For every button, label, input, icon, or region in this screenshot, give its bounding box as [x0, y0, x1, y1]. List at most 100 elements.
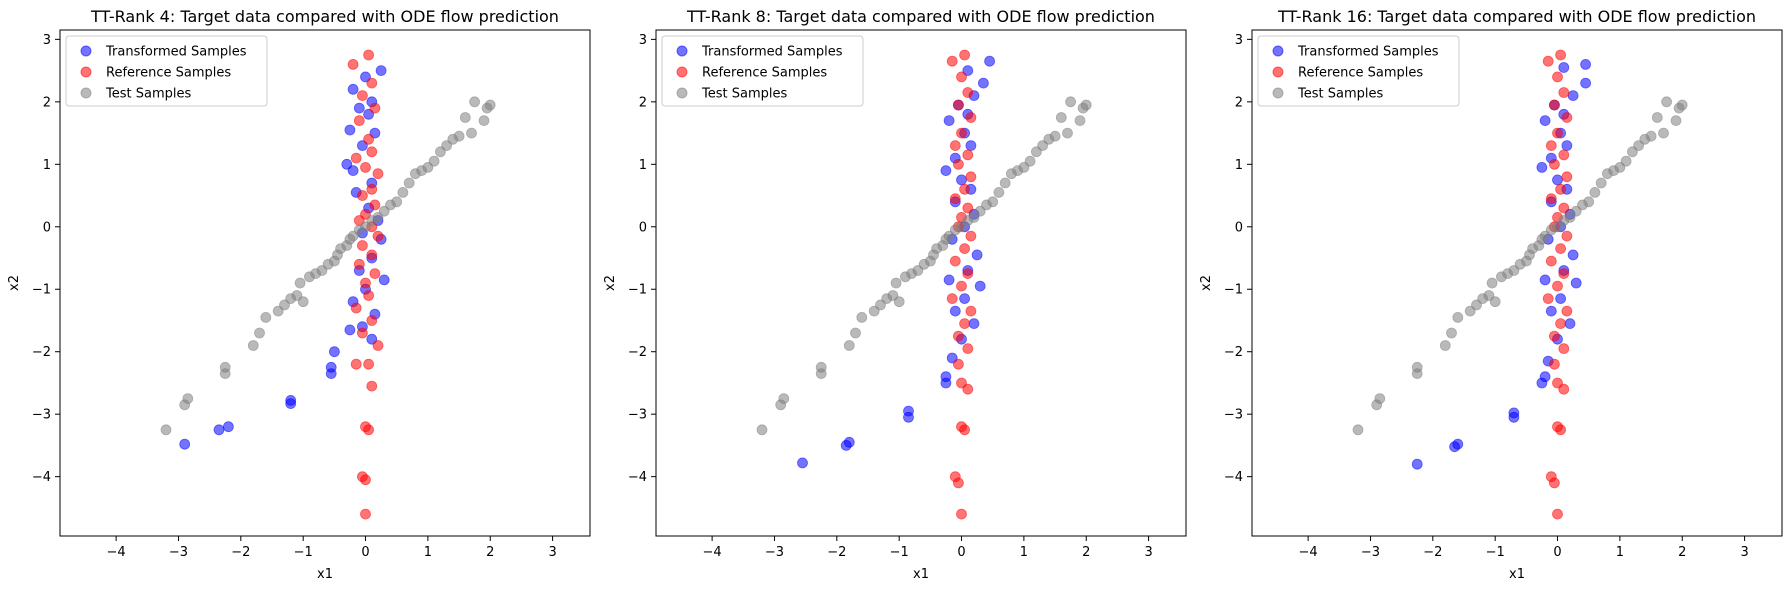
- scatter-point: [350, 152, 362, 164]
- x-tick-label: −1: [294, 545, 313, 560]
- scatter-point: [1552, 174, 1563, 186]
- scatter-point: [903, 411, 914, 423]
- legend: Transformed Samples Reference Samples Test…: [65, 35, 268, 107]
- scatter-point: [756, 424, 768, 436]
- x-tick-label: 2: [1082, 545, 1090, 560]
- scatter-point: [946, 55, 958, 67]
- scatter-point: [213, 424, 225, 436]
- scatter-point: [1542, 55, 1554, 67]
- scatter-point: [943, 274, 955, 286]
- x-tick-label: 2: [1678, 545, 1686, 560]
- scatter-point: [1651, 112, 1663, 123]
- scatter-point: [1552, 508, 1563, 520]
- legend-label: Transformed Samples: [1297, 45, 1439, 60]
- scatter-point: [993, 186, 1005, 198]
- scatter-point: [965, 230, 977, 242]
- scatter-point: [160, 424, 172, 436]
- scatter-point: [1549, 99, 1560, 111]
- scatter-point: [369, 199, 381, 211]
- x-tick-label: −4: [703, 545, 722, 560]
- scatter-point: [466, 127, 477, 139]
- scatter-point: [965, 305, 977, 317]
- axes-frame: [655, 29, 1187, 537]
- scatter-point: [978, 77, 989, 89]
- y-tick-label: 1: [43, 158, 51, 173]
- scatter-point: [378, 274, 390, 286]
- scatter-point: [459, 112, 471, 123]
- scatter-point: [1670, 115, 1682, 126]
- scatter-point: [971, 249, 983, 261]
- scatter-point: [391, 196, 403, 208]
- scatter-point: [1542, 293, 1554, 305]
- scatter-point: [347, 165, 359, 177]
- scatter-point: [940, 377, 952, 389]
- scatter-point: [1549, 358, 1560, 370]
- scatter-point: [959, 293, 970, 305]
- scatter-point: [943, 115, 955, 126]
- scatter-point: [1580, 77, 1591, 89]
- chart-panel: TT-Rank 16: Target data compared with OD…: [1199, 7, 1783, 582]
- scatter-point: [366, 146, 378, 158]
- scatter-point: [1486, 277, 1498, 289]
- chart-panel: TT-Rank 8: Target data compared with ODE…: [603, 7, 1187, 582]
- scatter-point: [959, 243, 970, 255]
- scatter-point: [1595, 177, 1607, 189]
- scatter-point: [372, 340, 384, 351]
- legend-marker: [676, 66, 688, 78]
- scatter-point: [1552, 280, 1563, 292]
- scatter-point: [940, 165, 952, 177]
- scatter-point: [815, 368, 827, 380]
- scatter-point: [959, 318, 970, 330]
- y-tick-label: 1: [1235, 158, 1243, 173]
- legend: Transformed Samples Reference Samples Test…: [661, 35, 864, 107]
- scatter-point: [363, 358, 375, 370]
- y-tick-label: 2: [639, 95, 647, 110]
- scatter-point: [1564, 318, 1576, 330]
- x-tick-label: 1: [1616, 545, 1624, 560]
- scatter-point: [350, 358, 362, 370]
- scatter-point: [356, 90, 368, 101]
- scatter-point: [956, 71, 967, 83]
- x-tick-label: −3: [765, 545, 784, 560]
- chart-title: TT-Rank 16: Target data compared with OD…: [1277, 7, 1756, 26]
- scatter-point: [1570, 277, 1582, 289]
- x-axis-label: x1: [317, 567, 333, 582]
- scatter-point: [1374, 393, 1386, 405]
- scatter-point: [1589, 186, 1601, 198]
- y-tick-label: 0: [639, 220, 647, 235]
- y-tick-label: 3: [639, 33, 647, 48]
- x-tick-label: 0: [361, 545, 369, 560]
- scatter-point: [1561, 171, 1573, 183]
- scatter-point: [353, 258, 365, 270]
- legend-label: Reference Samples: [106, 66, 231, 81]
- scatter-point: [1658, 127, 1669, 139]
- scatter-point: [182, 393, 194, 405]
- scatter-point: [366, 315, 378, 326]
- y-tick-label: −1: [32, 283, 51, 298]
- scatter-point: [953, 477, 964, 489]
- x-tick-label: 3: [1144, 545, 1152, 560]
- scatter-point: [850, 327, 861, 339]
- scatter-point: [356, 327, 368, 339]
- y-tick-label: 3: [1235, 33, 1243, 48]
- y-tick-label: −4: [1224, 470, 1243, 485]
- y-tick-label: −4: [628, 470, 647, 485]
- scatter-point: [469, 96, 481, 108]
- scatter-point: [484, 99, 496, 111]
- scatter-point: [840, 439, 852, 451]
- scatter-point: [946, 293, 958, 305]
- scatter-point: [369, 102, 381, 114]
- y-tick-label: 0: [1235, 220, 1243, 235]
- scatter-point: [1580, 59, 1591, 70]
- scatter-point: [1489, 296, 1501, 308]
- scatter-point: [956, 508, 967, 520]
- scatter-point: [962, 87, 974, 98]
- scatter-point: [179, 438, 191, 450]
- y-tick-label: 2: [1235, 95, 1243, 110]
- scatter-point: [956, 280, 967, 292]
- y-axis-label: x2: [603, 275, 618, 291]
- scatter-point: [363, 133, 375, 145]
- scatter-point: [1676, 99, 1688, 111]
- scatter-point: [949, 193, 961, 205]
